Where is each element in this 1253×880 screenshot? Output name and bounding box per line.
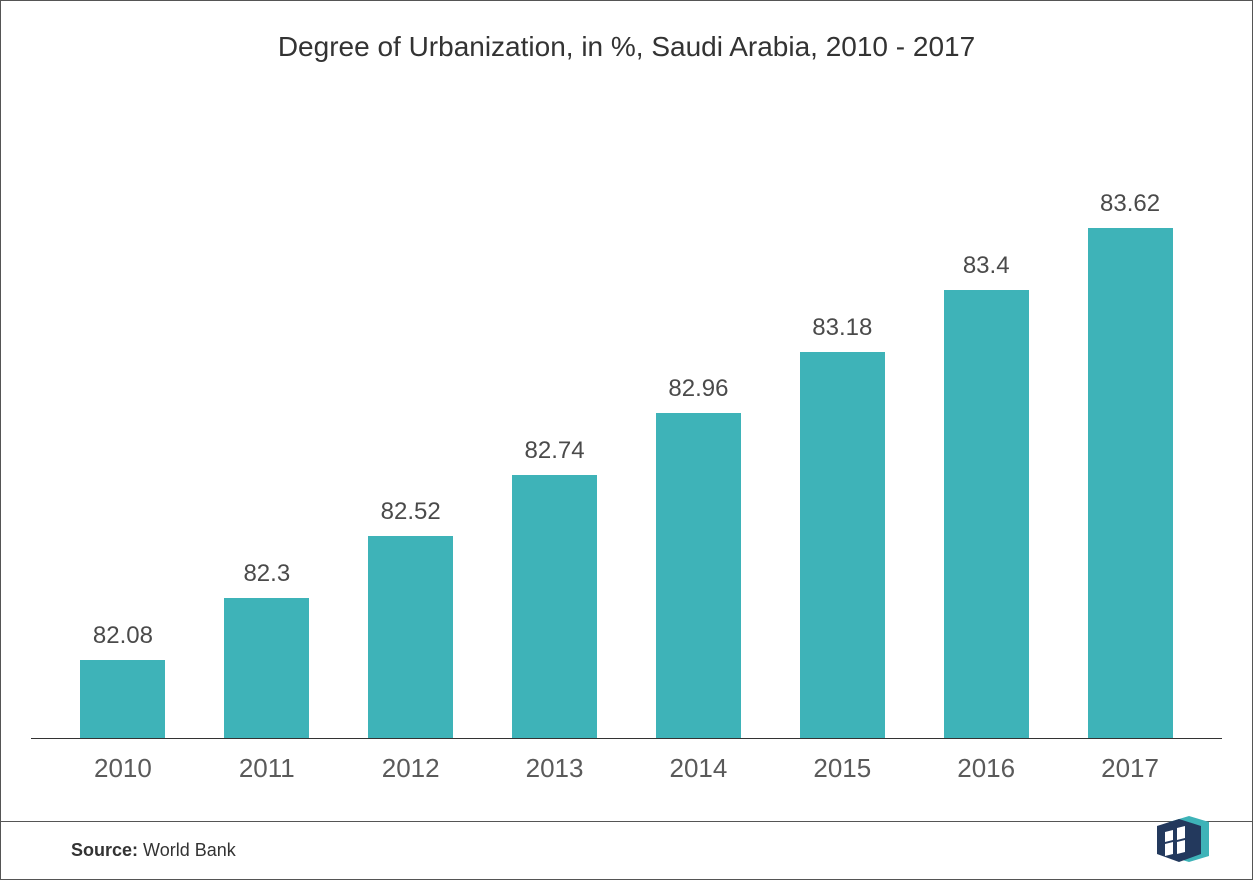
bar [80,660,165,738]
x-axis-label: 2016 [957,753,1015,784]
source-value: World Bank [143,840,236,860]
bar-value-label: 83.4 [963,252,1010,280]
source-text: Source: World Bank [71,840,236,861]
chart-plot-area: 82.08201082.3201182.52201282.74201382.96… [31,111,1222,739]
brand-logo-icon [1147,814,1222,869]
bar-value-label: 82.74 [525,437,585,465]
x-axis-label: 2011 [239,753,295,784]
bar-group: 83.182015 [770,111,914,738]
logo-front-shape [1157,819,1201,862]
bar [512,475,597,738]
bar-group: 82.962014 [627,111,771,738]
x-axis-label: 2014 [670,753,728,784]
chart-footer: Source: World Bank [1,821,1252,879]
bar-group: 82.742013 [483,111,627,738]
chart-title: Degree of Urbanization, in %, Saudi Arab… [1,1,1252,63]
source-label: Source: [71,840,143,860]
bar-value-label: 83.18 [812,314,872,342]
x-axis-label: 2010 [94,753,152,784]
bar-value-label: 82.3 [243,560,290,588]
bar-group: 82.082010 [51,111,195,738]
bar [656,413,741,738]
bar-value-label: 83.62 [1100,190,1160,218]
bar-group: 83.42016 [914,111,1058,738]
bar-value-label: 82.96 [668,375,728,403]
bar-value-label: 82.08 [93,622,153,650]
bar-group: 83.622017 [1058,111,1202,738]
bar-group: 82.522012 [339,111,483,738]
x-axis-label: 2012 [382,753,440,784]
chart-container: Degree of Urbanization, in %, Saudi Arab… [0,0,1253,880]
bar [944,290,1029,738]
bar-value-label: 82.52 [381,498,441,526]
bar [368,536,453,738]
x-axis-label: 2015 [813,753,871,784]
bar [1088,228,1173,738]
bar [800,352,885,738]
bar-group: 82.32011 [195,111,339,738]
x-axis-label: 2013 [526,753,584,784]
bar [224,598,309,738]
x-axis-label: 2017 [1101,753,1159,784]
